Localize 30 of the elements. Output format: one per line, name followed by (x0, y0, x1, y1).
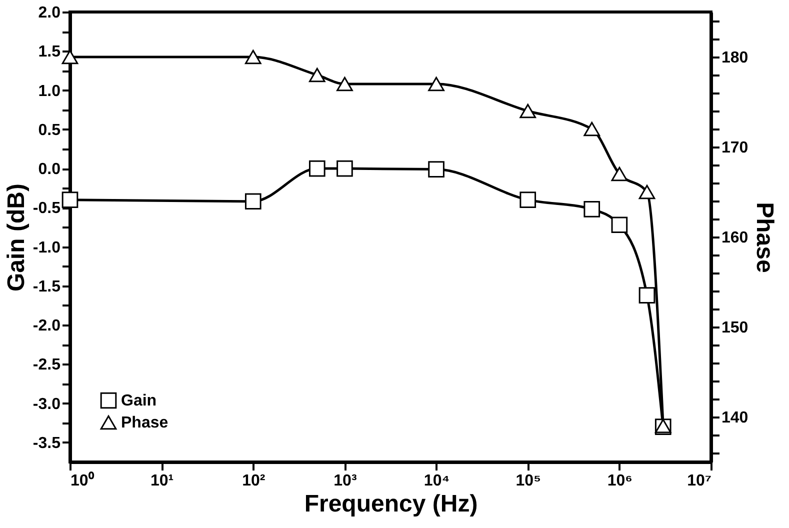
y-tick-label: 0.5 (38, 122, 61, 139)
y2-tick-label: 170 (722, 140, 748, 156)
x-tick-label: 10⁷ (687, 472, 712, 490)
y-tick-label: -2.0 (32, 318, 61, 335)
x-axis-title: Frequency (Hz) (304, 490, 478, 518)
x-tick-label: 10⁰ (70, 472, 94, 490)
y2-tick-label: 180 (722, 50, 748, 66)
y-tick-label: -1.5 (32, 278, 61, 296)
y-axis-title: Gain (dB) (2, 184, 30, 292)
x-tick-label: 10¹ (150, 472, 174, 490)
y-tick-label: 0.0 (38, 161, 61, 178)
y2-tick-label: 160 (722, 230, 748, 246)
y-tick-label: 1.5 (38, 44, 61, 61)
legend-label: Gain (121, 392, 157, 410)
x-tick-label: 10² (242, 472, 266, 490)
y2-tick-label: 150 (722, 320, 748, 336)
y-tick-label: -1.0 (32, 239, 61, 256)
y-tick-label: -0.5 (32, 200, 61, 218)
y-tick-label: -3.0 (32, 396, 61, 413)
y-tick-label: 2.0 (38, 4, 61, 22)
y-tick-label: -2.5 (32, 356, 61, 374)
y2-axis-title: Phase (751, 202, 778, 273)
x-tick-label: 10³ (334, 472, 357, 490)
y-tick-label: 1.0 (38, 82, 61, 100)
y2-tick-label: 140 (722, 410, 748, 426)
x-tick-label: 10⁴ (424, 472, 450, 490)
legend-label: Phase (121, 414, 168, 432)
y-tick-label: -3.5 (32, 434, 61, 452)
x-tick-label: 10⁵ (516, 472, 542, 490)
x-tick-label: 10⁶ (607, 472, 633, 490)
